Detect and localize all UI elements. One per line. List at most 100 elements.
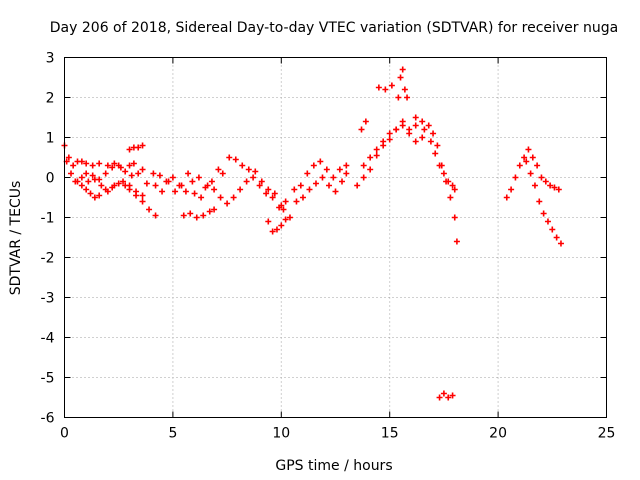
data-point	[330, 174, 337, 181]
x-tick-labels: 0 5 10 15 20 25	[60, 426, 615, 442]
data-point	[373, 146, 380, 153]
data-point	[115, 180, 122, 187]
data-point	[217, 194, 224, 201]
data-point	[343, 162, 350, 169]
data-point	[306, 186, 313, 193]
data-point	[185, 170, 192, 177]
grid-lines	[64, 57, 607, 418]
data-point	[74, 178, 81, 185]
data-point	[83, 160, 90, 167]
y-tick-label: -3	[41, 291, 55, 307]
data-point	[436, 394, 443, 401]
data-point	[273, 226, 280, 233]
data-point	[96, 160, 103, 167]
data-point	[150, 170, 157, 177]
data-point	[540, 210, 547, 217]
series-arc-20to23h	[503, 146, 562, 201]
data-point	[156, 172, 163, 179]
data-point	[419, 134, 426, 141]
data-point	[98, 182, 105, 189]
data-point	[252, 168, 259, 175]
data-point	[386, 136, 393, 143]
y-tick-label: -5	[41, 371, 55, 387]
data-point	[152, 212, 159, 219]
data-point	[96, 192, 103, 199]
y-tick-label: 1	[46, 131, 55, 147]
data-point	[282, 216, 289, 223]
data-point	[367, 154, 374, 161]
data-point	[206, 208, 213, 215]
data-point	[382, 86, 389, 93]
data-point	[557, 240, 564, 247]
data-point	[538, 174, 545, 181]
y-tick-label: -6	[41, 411, 55, 427]
data-point	[139, 166, 146, 173]
data-point	[395, 94, 402, 101]
data-point	[525, 146, 532, 153]
data-point	[362, 118, 369, 125]
data-point	[89, 172, 96, 179]
series-outlier-17-5h	[436, 390, 456, 401]
data-point	[159, 188, 166, 195]
data-point	[172, 188, 179, 195]
data-point	[393, 126, 400, 133]
data-point	[360, 174, 367, 181]
data-point	[109, 164, 116, 171]
data-point	[440, 390, 447, 397]
data-point	[195, 174, 202, 181]
series-decline-16to18h-b	[421, 126, 458, 193]
data-point	[536, 198, 543, 205]
data-point	[436, 162, 443, 169]
data-point	[373, 152, 380, 159]
plot-frame	[64, 57, 607, 418]
data-point	[401, 86, 408, 93]
data-point	[191, 190, 198, 197]
series-track-7to10h	[215, 154, 289, 209]
y-tick-label: 0	[46, 171, 55, 187]
data-point	[258, 178, 265, 185]
data-point	[449, 182, 456, 189]
data-point	[182, 188, 189, 195]
data-point	[291, 186, 298, 193]
data-point	[265, 218, 272, 225]
data-point	[317, 158, 324, 165]
data-point	[406, 130, 413, 137]
data-point	[87, 190, 94, 197]
data-point	[386, 130, 393, 137]
x-tick-label: 0	[60, 426, 69, 442]
data-point	[404, 94, 411, 101]
data-point	[250, 174, 257, 181]
y-tick-label: -4	[41, 331, 55, 347]
data-point	[135, 170, 142, 177]
data-point	[445, 394, 452, 401]
data-point	[503, 194, 510, 201]
data-point	[193, 214, 200, 221]
data-point	[360, 162, 367, 169]
data-point	[130, 160, 137, 167]
data-point	[323, 166, 330, 173]
data-point	[280, 206, 287, 213]
series-track-4to6h-b	[152, 170, 218, 201]
data-point	[139, 192, 146, 199]
data-point	[343, 170, 350, 177]
series-low-track-3h	[85, 176, 146, 199]
data-point	[312, 180, 319, 187]
data-point	[232, 156, 239, 163]
data-point	[521, 154, 528, 161]
data-point	[83, 170, 90, 177]
data-point	[65, 154, 72, 161]
data-point	[531, 182, 538, 189]
data-point	[104, 162, 111, 169]
data-point	[440, 170, 447, 177]
data-point	[555, 186, 562, 193]
data-point	[310, 162, 317, 169]
axis-ticks	[64, 57, 607, 418]
data-point	[230, 194, 237, 201]
data-point	[516, 162, 523, 169]
data-point	[451, 186, 458, 193]
y-axis-label: SDTVAR / TECUs	[8, 181, 24, 296]
data-point	[358, 126, 365, 133]
data-point	[146, 206, 153, 213]
data-point	[70, 162, 77, 169]
